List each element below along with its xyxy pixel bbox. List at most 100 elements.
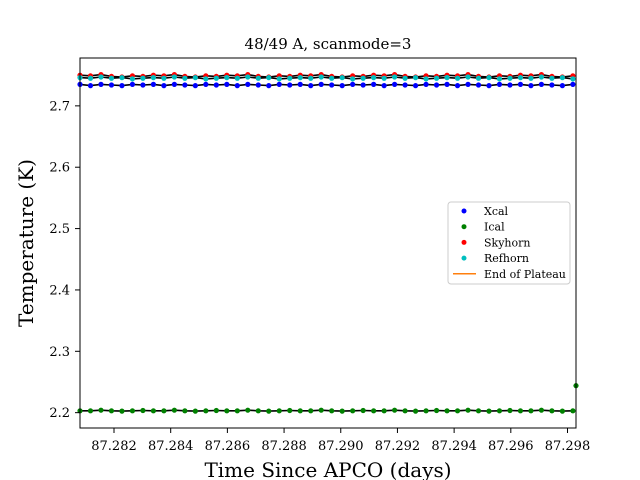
data-point-xcal	[559, 83, 565, 89]
y-axis-label: Temperature (K)	[14, 159, 38, 327]
x-tick-label: 87.288	[261, 439, 307, 454]
data-point-ical	[150, 408, 157, 414]
data-point-refhorn	[255, 75, 261, 81]
data-point-refhorn	[549, 75, 555, 81]
data-point-ical	[433, 407, 440, 414]
data-point-xcal	[454, 83, 461, 89]
data-point-xcal	[517, 81, 524, 87]
legend: Xcal Ical Skyhorn Refhorn End of Plateau	[447, 201, 571, 285]
data-point-refhorn	[308, 75, 314, 81]
data-point-xcal	[287, 82, 293, 88]
data-point-xcal	[381, 83, 387, 89]
data-point-ical	[224, 408, 230, 414]
data-point-ical	[517, 408, 524, 414]
legend-box	[447, 201, 571, 285]
data-point-xcal	[475, 82, 482, 88]
data-point-refhorn	[119, 75, 125, 81]
x-axis-label: Time Since APCO (days)	[204, 458, 451, 480]
y-tick-label: 2.2	[49, 406, 70, 421]
data-point-refhorn	[381, 75, 387, 81]
data-point-refhorn	[454, 75, 461, 81]
data-point-ical	[192, 408, 198, 414]
data-point-ical	[559, 408, 565, 414]
data-point-xcal	[245, 81, 251, 87]
data-point-xcal	[213, 82, 219, 88]
data-point-ical	[318, 407, 324, 413]
data-point-xcal	[150, 81, 157, 87]
data-point-xcal	[129, 81, 136, 87]
y-tick-label: 2.5	[49, 222, 70, 237]
data-point-refhorn	[171, 74, 177, 80]
data-point-ical	[381, 408, 387, 414]
data-point-refhorn	[444, 75, 450, 81]
data-point-xcal	[528, 83, 534, 89]
data-point-refhorn	[433, 75, 440, 81]
legend-marker	[461, 224, 467, 230]
data-point-refhorn	[297, 75, 303, 81]
y-tick-label: 2.3	[49, 345, 70, 360]
data-point-xcal	[371, 81, 377, 87]
data-point-xcal	[161, 83, 167, 89]
data-point-refhorn	[496, 76, 503, 82]
data-point-xcal	[392, 81, 398, 87]
legend-label: Xcal	[484, 205, 509, 218]
chart-title: 48/49 A, scanmode=3	[245, 35, 412, 53]
y-tick-label: 2.4	[49, 283, 70, 298]
data-point-refhorn	[392, 74, 398, 80]
x-tick-label: 87.282	[91, 439, 137, 454]
data-point-refhorn	[517, 75, 524, 81]
data-point-ical	[507, 407, 513, 414]
x-tick-label: 87.290	[318, 439, 364, 454]
data-point-xcal	[465, 81, 471, 87]
data-point-xcal	[549, 82, 555, 88]
data-point-ical	[392, 407, 398, 413]
data-point-ical	[371, 408, 377, 414]
data-point-ical	[297, 408, 303, 414]
data-point-refhorn	[570, 76, 576, 82]
data-point-refhorn	[486, 75, 492, 81]
data-point-refhorn	[150, 75, 157, 81]
data-point-xcal	[360, 82, 366, 88]
legend-marker	[461, 208, 467, 214]
data-point-ical	[171, 407, 177, 413]
data-point-xcal	[496, 81, 503, 87]
y-axis-ticks: 2.2 2.3 2.4 2.5 2.6 2.7	[49, 99, 80, 421]
data-point-xcal	[297, 81, 303, 87]
data-point-xcal	[339, 83, 345, 89]
data-point-refhorn	[192, 75, 198, 81]
data-point-ical	[339, 408, 345, 414]
data-point-ical	[245, 407, 251, 413]
x-axis-ticks: 87.282 87.284 87.286 87.288 87.290 87.292 87.2…	[91, 428, 590, 454]
data-point-refhorn	[98, 74, 104, 80]
data-point-ical	[454, 408, 461, 414]
data-point-xcal	[412, 83, 419, 89]
data-point-xcal	[192, 83, 198, 89]
data-point-xcal	[423, 81, 429, 87]
data-point-ical	[287, 407, 293, 414]
data-point-refhorn	[507, 75, 513, 81]
y-tick-label: 2.6	[49, 161, 70, 176]
data-point-xcal	[140, 82, 146, 88]
legend-label: End of Plateau	[484, 268, 566, 281]
data-point-refhorn	[203, 76, 209, 82]
data-point-ical	[140, 407, 146, 414]
data-point-xcal	[507, 82, 513, 88]
data-point-xcal	[119, 83, 125, 89]
data-point-xcal	[108, 82, 115, 88]
data-point-xcal	[570, 81, 576, 87]
data-point-ical	[308, 408, 314, 414]
legend-label: Skyhorn	[484, 236, 530, 249]
data-point-xcal	[87, 83, 94, 89]
data-point-refhorn	[339, 75, 345, 81]
data-point-ical	[255, 408, 261, 414]
data-point-xcal	[224, 81, 230, 87]
data-point-ical	[350, 408, 356, 414]
data-point-refhorn	[276, 76, 282, 82]
data-point-ical	[570, 408, 576, 414]
data-point-refhorn	[140, 75, 146, 81]
data-point-ical	[465, 407, 471, 413]
legend-marker	[461, 239, 467, 245]
data-point-refhorn	[465, 74, 471, 80]
legend-marker	[461, 255, 467, 261]
data-point-ical	[486, 408, 492, 414]
